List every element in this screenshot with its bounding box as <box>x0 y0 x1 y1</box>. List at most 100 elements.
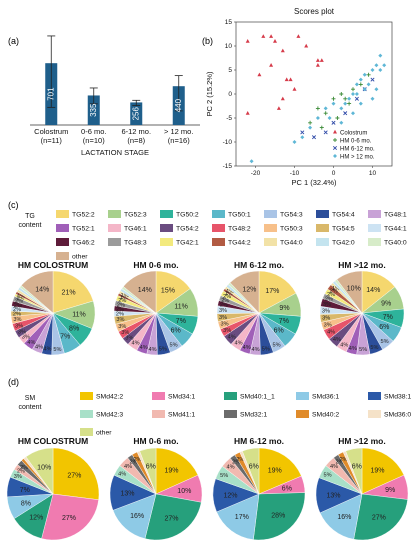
slice-label: 3% <box>22 335 30 341</box>
slice-label: 5% <box>370 345 378 351</box>
point-plus <box>323 111 328 116</box>
slice-label: 9% <box>381 301 391 308</box>
legend-swatch <box>368 210 381 218</box>
slice-label: 4% <box>330 464 338 470</box>
legend-label: TG52:1 <box>72 226 95 233</box>
legend-label: TG48:3 <box>124 240 147 247</box>
category-label: (n=16) <box>168 136 190 145</box>
pie-title: HM 6-12 mo. <box>234 260 284 270</box>
point-cross <box>370 77 375 82</box>
slice-label: 5% <box>170 343 178 349</box>
slice-label: 14% <box>138 287 152 294</box>
slice-label: 2% <box>14 303 22 309</box>
point-diamond <box>339 120 344 125</box>
slice-label: 9% <box>279 305 289 312</box>
x-tick-label: -20 <box>251 170 261 177</box>
legend-label: TG48:1 <box>384 212 407 219</box>
pie-slice <box>41 493 99 541</box>
pie-title: HM >12 mo. <box>338 436 385 446</box>
slice-label: 2% <box>325 296 333 302</box>
point-diamond <box>351 92 355 96</box>
panel-c-tag: (c) <box>8 200 19 210</box>
pie-slice <box>123 270 157 314</box>
point-diamond <box>378 68 383 72</box>
slice-label: 2% <box>118 298 126 304</box>
slice-label: 1% <box>121 293 129 299</box>
point-plus <box>315 106 320 111</box>
legend-swatch <box>212 210 225 218</box>
point-diamond <box>358 101 363 106</box>
point-triangle <box>319 58 324 62</box>
slice-label: 14% <box>35 287 49 294</box>
pie-title: HM 0-6 mo. <box>133 260 178 270</box>
slice-label: 3% <box>322 316 330 322</box>
x-axis-title: LACTATION STAGE <box>81 148 149 157</box>
x-axis-title: PC 1 (32.4%) <box>291 178 337 187</box>
category-label: (n=11) <box>41 136 63 145</box>
category-label: Colostrum <box>34 127 68 136</box>
point-diamond <box>354 82 359 87</box>
legend-swatch <box>212 224 225 232</box>
slice-label: 2% <box>223 294 231 300</box>
slice-label: 4% <box>35 344 43 350</box>
pie-slice <box>242 447 260 495</box>
point-diamond <box>331 101 336 106</box>
slice-label: 6% <box>146 463 156 470</box>
legend-swatch <box>296 410 309 418</box>
slice-label: 27% <box>67 473 81 480</box>
point-triangle <box>269 63 274 67</box>
legend-swatch <box>152 410 165 418</box>
point-plus <box>358 82 363 87</box>
slice-label: 6% <box>171 328 181 335</box>
pie-slice <box>345 447 363 495</box>
point-diamond <box>382 63 387 68</box>
legend-swatch <box>368 224 381 232</box>
slice-label: 3% <box>118 324 126 330</box>
pie-slice <box>361 447 405 495</box>
legend-label: TG50:1 <box>228 212 251 219</box>
slice-label: 17% <box>235 514 249 521</box>
category-label: 0-6 mo. <box>81 127 106 136</box>
slice-label: 7% <box>60 333 70 340</box>
slice-label: 6% <box>249 463 259 470</box>
pie-title: HM 0-6 mo. <box>133 436 178 446</box>
legend-swatch <box>108 224 121 232</box>
slice-label: 3% <box>223 328 231 334</box>
legend-label: TG54:2 <box>176 226 199 233</box>
slice-label: 11% <box>72 312 86 319</box>
slice-label: 6% <box>274 328 284 335</box>
point-triangle <box>333 129 337 134</box>
slice-label: 27% <box>372 514 386 521</box>
slice-label: 11% <box>174 304 188 311</box>
slice-label: 17% <box>265 288 279 295</box>
pie-title: HM >12 mo. <box>338 260 385 270</box>
point-triangle <box>315 58 320 62</box>
slice-label: 1% <box>120 295 128 301</box>
bar-chart-panel-a: 701 Colostrum(n=11) 335 0-6 mo.(n=10) 256 6-1… <box>30 35 200 157</box>
point-diamond <box>315 116 320 120</box>
x-tick-label: 0 <box>332 170 336 177</box>
legend-swatch <box>108 238 121 246</box>
slice-label: 5% <box>273 343 281 349</box>
legend-label: SMd36:0 <box>384 412 411 419</box>
slice-label: 2% <box>13 312 21 318</box>
plot-frame <box>235 21 393 167</box>
slice-label: 3% <box>125 335 133 341</box>
slice-label: 10% <box>347 286 361 293</box>
slice-label: 9% <box>385 487 395 494</box>
point-cross <box>354 96 359 101</box>
slice-label: 12% <box>242 286 256 293</box>
slice-label: 4% <box>252 347 260 353</box>
bar-value-label: 335 <box>89 103 98 117</box>
slice-label: 27% <box>62 515 76 522</box>
point-cross <box>311 135 317 140</box>
slice-label: 2% <box>15 299 23 305</box>
legend-swatch <box>316 238 329 246</box>
point-diamond <box>300 135 305 140</box>
point-diamond <box>362 87 367 92</box>
point-plus <box>343 96 348 101</box>
slice-label: 2% <box>116 307 124 313</box>
point-diamond <box>292 140 297 144</box>
slice-label: 3% <box>18 329 26 335</box>
legend-label: TG50:2 <box>176 212 199 219</box>
